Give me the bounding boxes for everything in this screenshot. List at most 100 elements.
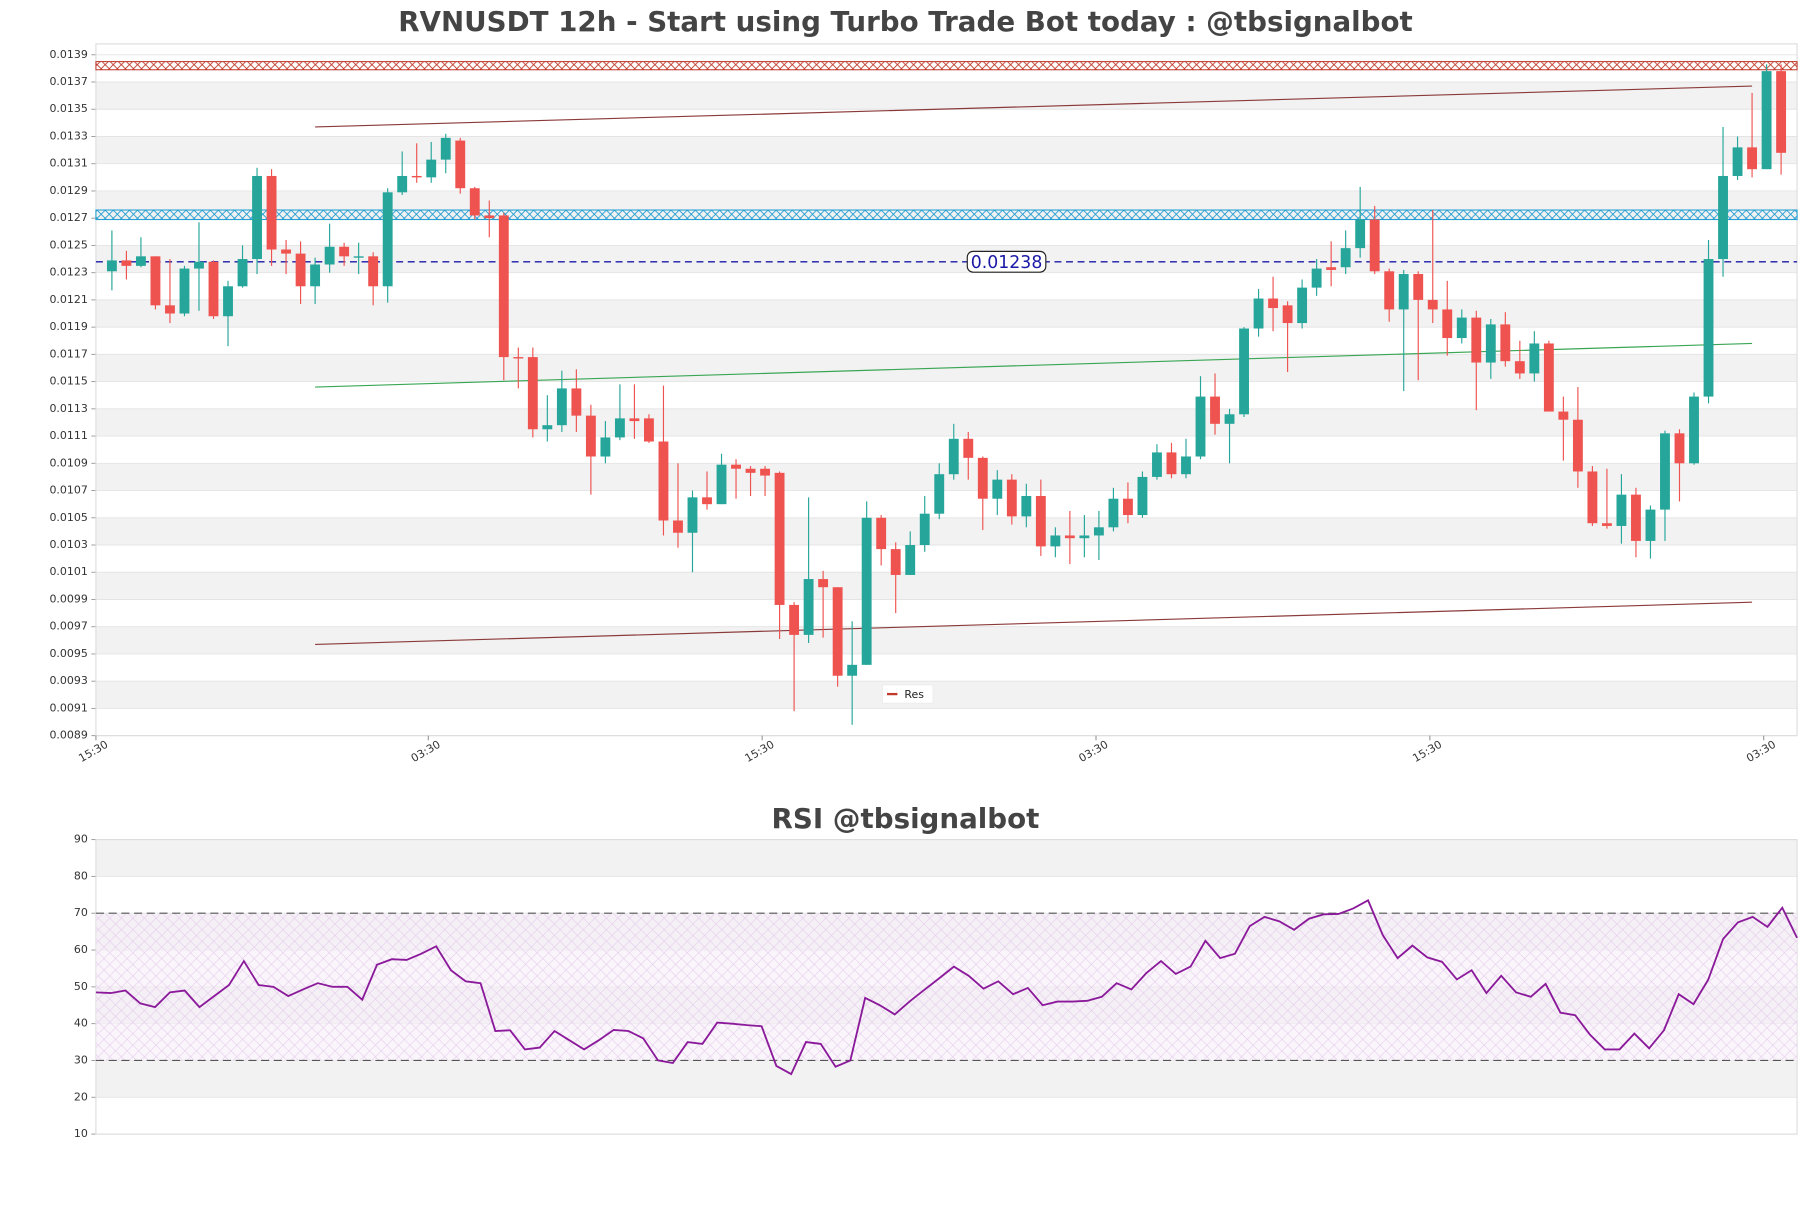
candle-body [1181, 456, 1191, 475]
candle-body [339, 246, 350, 257]
candle-body [847, 664, 858, 676]
candle-body [905, 545, 916, 575]
grid-band [95, 572, 1798, 600]
candle-body [1239, 328, 1249, 415]
y-tick-label: 0.0105 [49, 511, 87, 524]
candle-body [194, 261, 204, 269]
y-tick-label: 0.0119 [49, 320, 87, 333]
candle-body [1079, 535, 1090, 539]
candle-body [165, 305, 175, 314]
candle-body [1282, 305, 1293, 324]
candle-body [1384, 271, 1395, 310]
candle-body [1427, 299, 1438, 310]
y-tick-label: 0.0091 [49, 701, 87, 714]
y-tick-label: 0.0107 [49, 484, 87, 497]
legend-label: Res [904, 688, 924, 701]
candle-body [1152, 452, 1162, 477]
candle-body [411, 175, 422, 178]
y-tick-label: 80 [74, 869, 88, 882]
grid-band [95, 626, 1798, 654]
candle-body [963, 438, 974, 458]
y-tick-label: 0.0113 [49, 402, 87, 415]
candle-body [1442, 309, 1453, 339]
candle-body [1355, 219, 1366, 249]
y-tick-label: 0.0109 [49, 456, 87, 469]
candle-body [368, 256, 379, 287]
candle-body [1035, 495, 1046, 547]
candle-body [1210, 396, 1220, 424]
y-tick-label: 0.0089 [49, 729, 87, 742]
candle-body [1718, 175, 1728, 260]
candle-body [992, 479, 1003, 499]
candle-body [121, 260, 132, 266]
candle-body [760, 468, 770, 476]
grid-band [95, 1060, 1798, 1098]
y-tick-label: 40 [74, 1017, 88, 1030]
candle-body [455, 140, 466, 189]
candle-body [527, 357, 538, 430]
candle-body [716, 464, 727, 505]
y-tick-label: 0.0125 [49, 238, 87, 251]
candle-body [1485, 324, 1496, 363]
candle-body [1369, 219, 1380, 272]
candle-body [1761, 71, 1772, 170]
candle-body [484, 215, 495, 219]
candle-body [426, 159, 437, 178]
y-tick-label: 0.0095 [49, 647, 87, 660]
candle-body [1529, 343, 1540, 374]
candle-body [513, 357, 524, 359]
candle-body [469, 188, 480, 216]
candle-body [789, 604, 800, 635]
candle-body [1747, 147, 1758, 170]
candle-body [948, 438, 959, 475]
rsi-band [95, 913, 1798, 1061]
x-tick-label: 15:30 [1410, 738, 1444, 765]
candle-body [252, 175, 262, 260]
candle-body [179, 268, 190, 314]
candle-body [295, 253, 306, 287]
y-tick-label: 0.0111 [49, 429, 87, 442]
candle-body [614, 418, 625, 438]
grid-band [95, 82, 1798, 110]
candle-body [1616, 494, 1627, 526]
candle-body [1514, 361, 1525, 374]
grid-band [95, 463, 1798, 491]
y-tick-label: 0.0121 [49, 293, 87, 306]
grid-band [95, 136, 1798, 164]
y-tick-label: 0.0123 [49, 266, 87, 279]
candle-body [237, 259, 248, 287]
y-tick-label: 0.0131 [49, 157, 87, 170]
candle-body [644, 418, 654, 442]
candle-body [1558, 411, 1569, 420]
candle-body [673, 520, 683, 533]
candle-body [1572, 419, 1583, 472]
candle-body [1689, 396, 1699, 464]
y-tick-label: 0.0097 [49, 620, 87, 633]
price-label: 0.01238 [971, 253, 1043, 273]
candle-body [1021, 495, 1032, 517]
candle-body [1268, 298, 1279, 309]
grid-band [95, 408, 1798, 437]
candle-body [1093, 527, 1104, 536]
y-tick-label: 90 [74, 833, 88, 846]
candle-body [702, 497, 712, 505]
grid-band [95, 517, 1798, 546]
grid-band [95, 245, 1798, 273]
x-tick-label: 03:30 [1744, 738, 1778, 765]
y-tick-label: 0.0101 [49, 565, 87, 578]
candle-body [571, 388, 582, 416]
candle-body [1050, 535, 1061, 547]
x-tick-label: 15:30 [76, 738, 110, 765]
x-tick-label: 15:30 [743, 738, 777, 765]
y-tick-label: 0.0099 [49, 592, 87, 605]
y-tick-label: 0.0117 [49, 347, 87, 360]
grid-band [95, 681, 1798, 709]
candle-body [919, 513, 930, 546]
candle-body [1660, 433, 1670, 510]
candle-body [890, 549, 901, 575]
y-tick-label: 10 [74, 1127, 88, 1140]
y-tick-label: 50 [74, 980, 88, 993]
candle-body [135, 256, 146, 266]
trend-line [315, 601, 1753, 645]
